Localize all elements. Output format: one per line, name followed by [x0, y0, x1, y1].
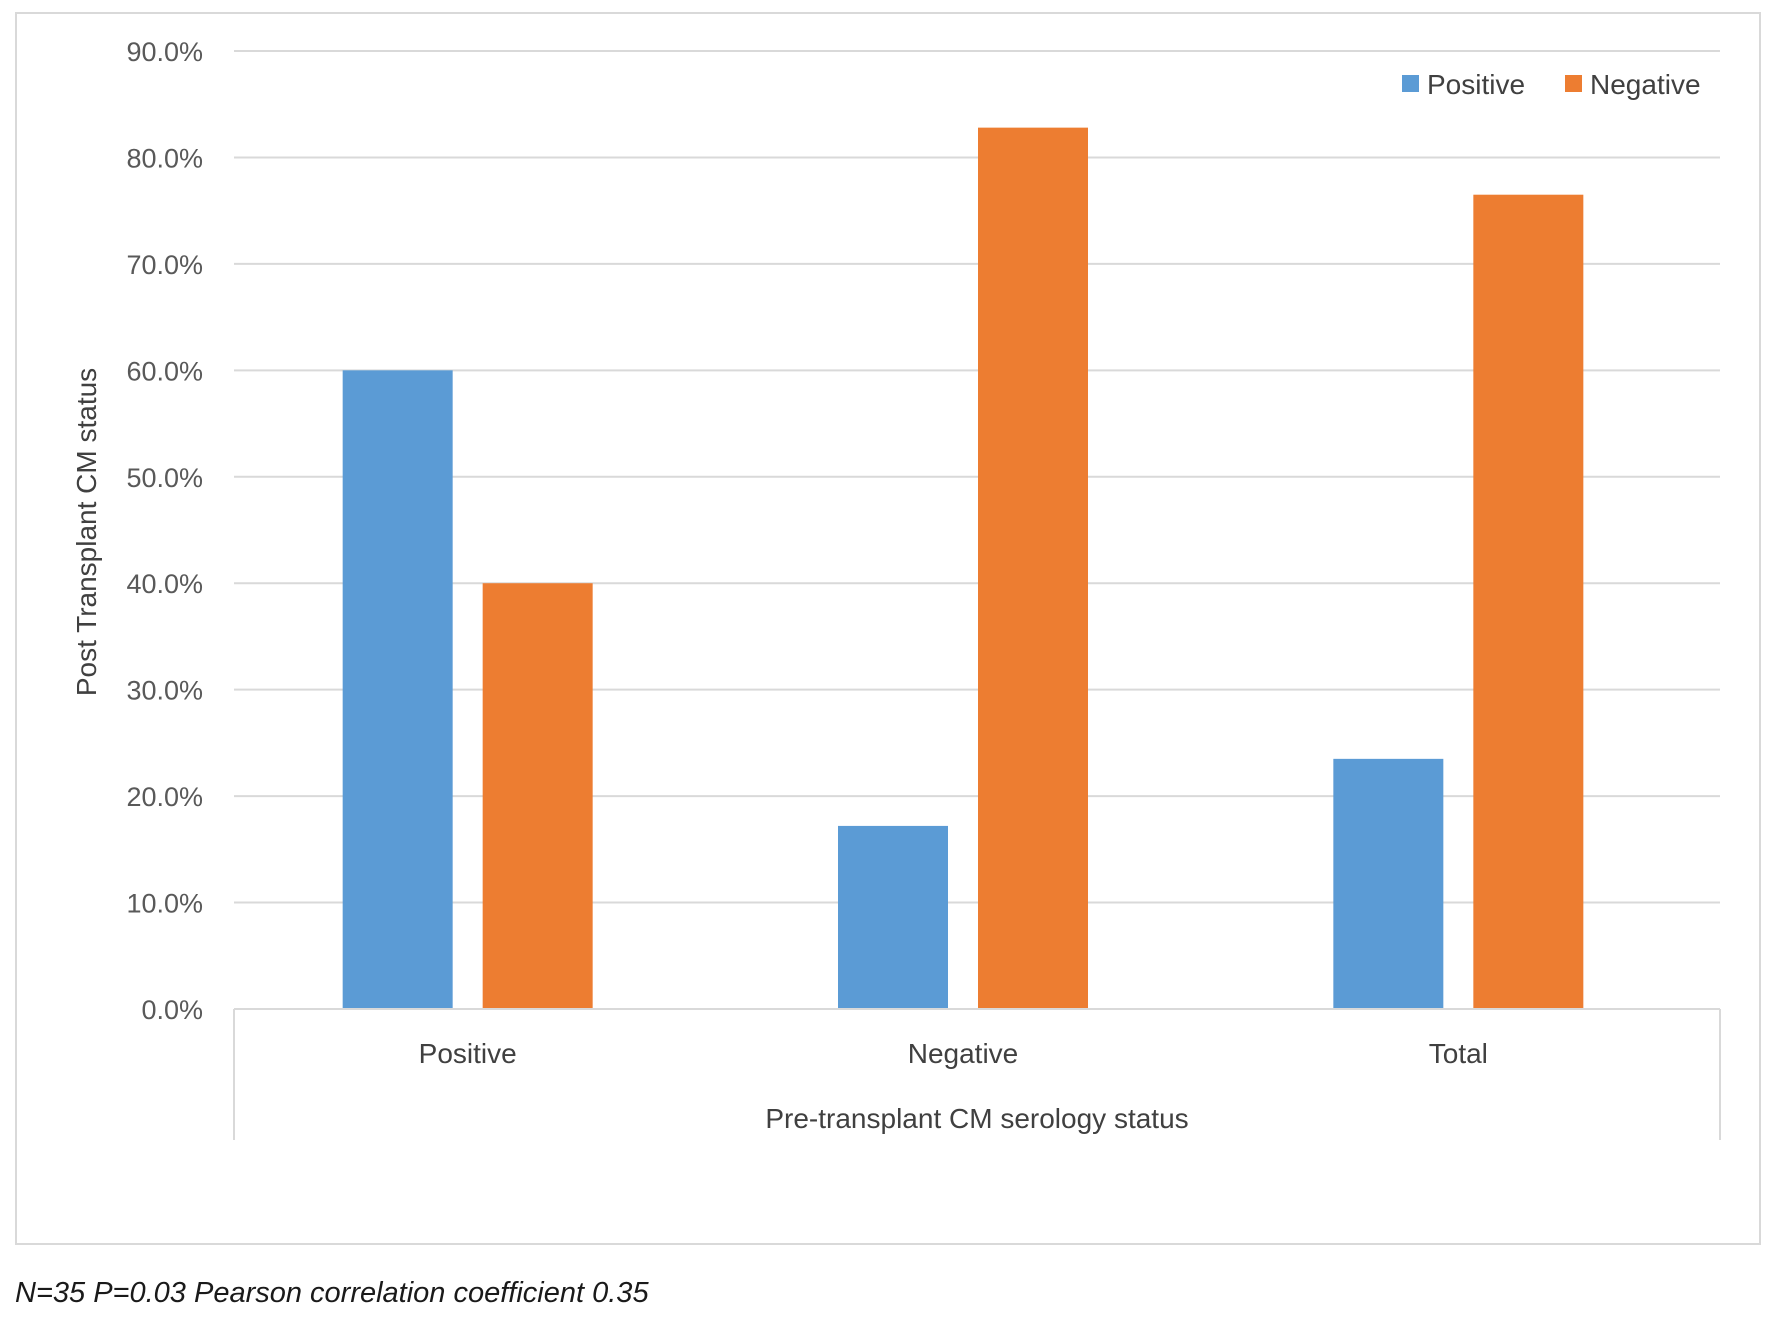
x-axis-title: Pre-transplant CM serology status — [765, 1103, 1188, 1134]
y-tick-labels: 0.0% 10.0% 20.0% 30.0% 40.0% 50.0% 60.0% 70.0% 8… — [126, 37, 203, 1025]
y-tick-label: 50.0% — [126, 463, 203, 493]
bar-positive-negative — [838, 825, 948, 1009]
bar-negative-negative — [978, 127, 1088, 1009]
y-tick-label: 70.0% — [126, 250, 203, 280]
y-tick-label: 0.0% — [141, 995, 203, 1025]
y-tick-label: 40.0% — [126, 569, 203, 599]
y-tick-label: 30.0% — [126, 676, 203, 706]
x-tick-label: Positive — [419, 1038, 517, 1069]
y-tick-label: 20.0% — [126, 782, 203, 812]
bar-positive-total — [1333, 758, 1444, 1009]
bars — [342, 127, 1584, 1009]
chart-frame — [15, 12, 1761, 1245]
legend-label: Positive — [1427, 69, 1525, 100]
legend-label: Negative — [1590, 69, 1701, 100]
bar-negative-total — [1473, 194, 1584, 1009]
y-tick-label: 90.0% — [126, 37, 203, 67]
y-tick-label: 60.0% — [126, 356, 203, 386]
x-tick-label: Negative — [908, 1038, 1019, 1069]
legend: Positive Negative — [1402, 69, 1701, 100]
x-tick-label: Total — [1429, 1038, 1488, 1069]
y-axis-title: Post Transplant CM status — [71, 368, 102, 696]
x-axis: Positive Negative Total — [233, 1008, 1721, 1140]
y-tick-label: 10.0% — [126, 889, 203, 919]
legend-swatch — [1402, 75, 1419, 92]
y-tick-label: 80.0% — [126, 143, 203, 173]
bar-negative-positive — [482, 583, 593, 1009]
bar-positive-positive — [342, 370, 453, 1009]
legend-swatch — [1565, 75, 1582, 92]
footnote: N=35 P=0.03 Pearson correlation coeffici… — [15, 1277, 649, 1309]
